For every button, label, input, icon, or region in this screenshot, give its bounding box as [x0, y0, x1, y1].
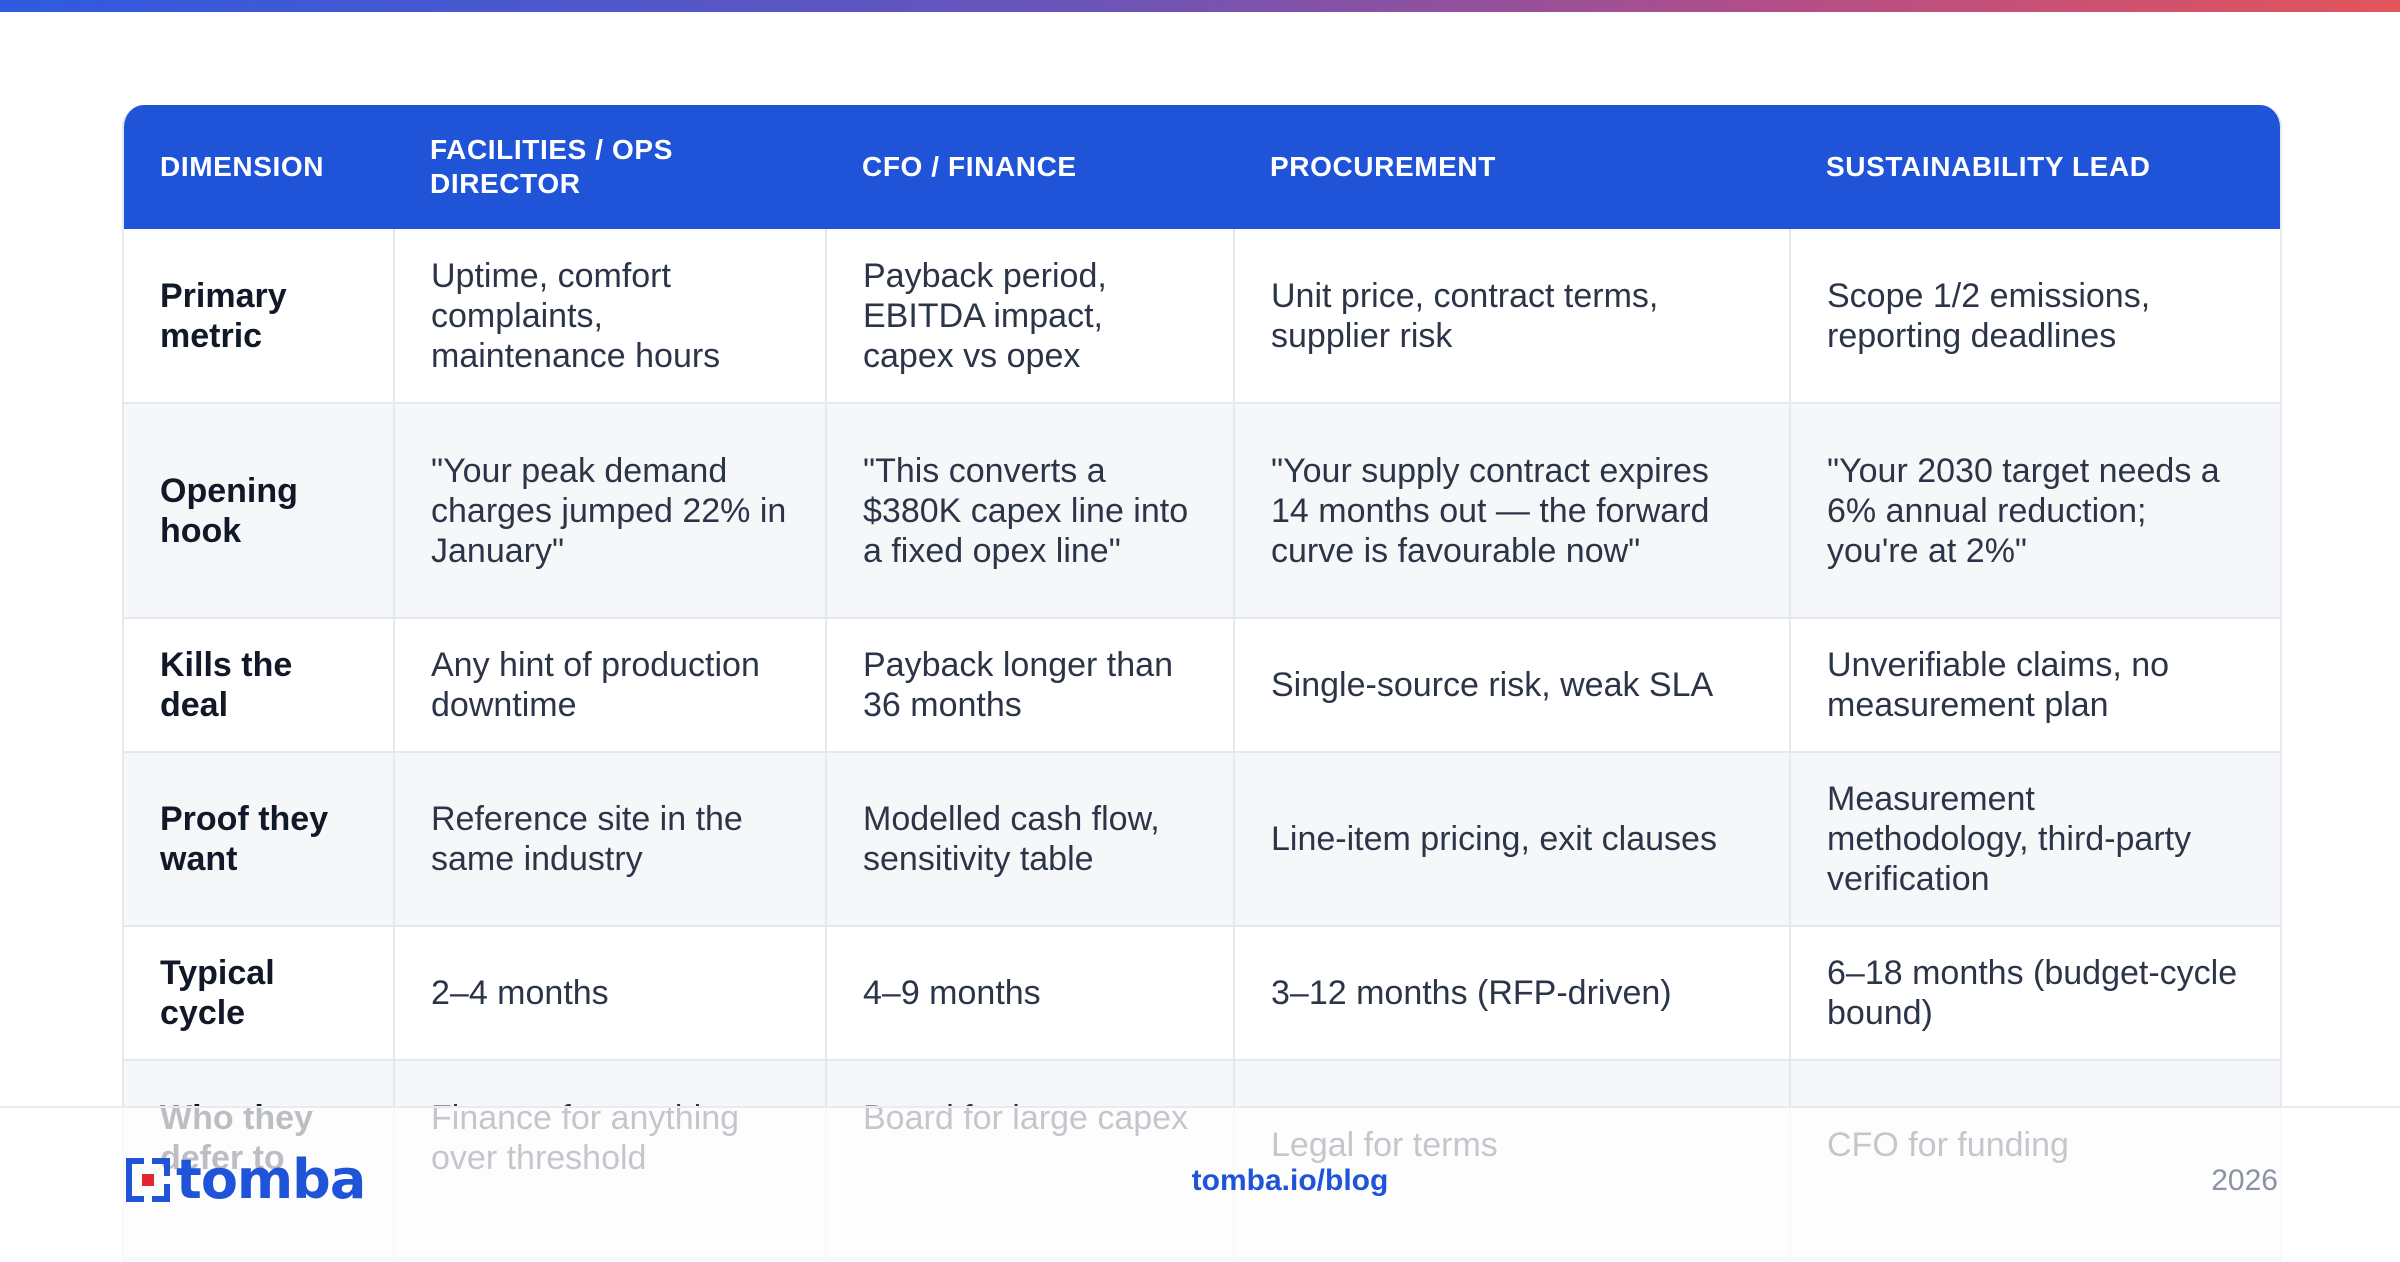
table-cell: Uptime, comfort complaints, maintenance …: [394, 229, 827, 404]
tomba-logo-icon: [122, 1154, 174, 1206]
table-cell: Measurement methodology, third-party ver…: [1790, 752, 2280, 927]
table-cell: Scope 1/2 emissions, reporting deadlines: [1790, 229, 2280, 404]
column-header-procurement: PROCUREMENT: [1234, 105, 1790, 229]
table-row: Primary metric Uptime, comfort complaint…: [124, 229, 2280, 404]
footer-bar: [0, 1106, 2400, 1262]
column-header-dimension: DIMENSION: [124, 105, 394, 229]
table-cell: Payback longer than 36 months: [826, 618, 1235, 753]
logo-wordmark: tomba: [176, 1148, 366, 1211]
table-cell: Payback period, EBITDA impact, capex vs …: [826, 229, 1235, 404]
table-cell: Any hint of production downtime: [394, 618, 827, 753]
row-label: Primary metric: [124, 229, 395, 404]
table-cell: Modelled cash flow, sensitivity table: [826, 752, 1235, 927]
column-header-facilities: FACILITIES / OPS DIRECTOR: [394, 105, 826, 229]
footer-year: 2026: [2211, 1164, 2278, 1197]
table-cell: 4–9 months: [826, 926, 1235, 1061]
table-cell: Line-item pricing, exit clauses: [1234, 752, 1791, 927]
row-label: Kills the deal: [124, 618, 395, 753]
table-row: Opening hook "Your peak demand charges j…: [124, 403, 2280, 619]
comparison-table-card: DIMENSION FACILITIES / OPS DIRECTOR CFO …: [122, 105, 2282, 1261]
table-cell: 2–4 months: [394, 926, 827, 1061]
column-header-sustainability: SUSTAINABILITY LEAD: [1790, 105, 2280, 229]
table-cell: "Your peak demand charges jumped 22% in …: [394, 403, 827, 619]
table-cell: 6–18 months (budget-cycle bound): [1790, 926, 2280, 1061]
table-cell: Single-source risk, weak SLA: [1234, 618, 1791, 753]
column-header-cfo: CFO / FINANCE: [826, 105, 1234, 229]
blog-link[interactable]: tomba.io/blog: [1191, 1164, 1389, 1197]
table-cell: "Your 2030 target needs a 6% annual redu…: [1790, 403, 2280, 619]
top-gradient-bar: [0, 0, 2400, 12]
table-cell: Unit price, contract terms, supplier ris…: [1234, 229, 1791, 404]
row-label: Proof they want: [124, 752, 395, 927]
table-cell: "Your supply contract expires 14 months …: [1234, 403, 1791, 619]
table-header-row: DIMENSION FACILITIES / OPS DIRECTOR CFO …: [124, 105, 2280, 229]
table-cell: "This converts a $380K capex line into a…: [826, 403, 1235, 619]
tomba-logo[interactable]: tomba: [122, 1148, 366, 1211]
stakeholder-comparison-table: DIMENSION FACILITIES / OPS DIRECTOR CFO …: [124, 105, 2280, 1259]
table-row: Kills the deal Any hint of production do…: [124, 618, 2280, 753]
row-label: Typical cycle: [124, 926, 395, 1061]
table-cell: Reference site in the same industry: [394, 752, 827, 927]
table-row: Proof they want Reference site in the sa…: [124, 752, 2280, 927]
table-cell: Unverifiable claims, no measurement plan: [1790, 618, 2280, 753]
table-cell: 3–12 months (RFP-driven): [1234, 926, 1791, 1061]
row-label: Opening hook: [124, 403, 395, 619]
table-row: Typical cycle 2–4 months 4–9 months 3–12…: [124, 926, 2280, 1061]
